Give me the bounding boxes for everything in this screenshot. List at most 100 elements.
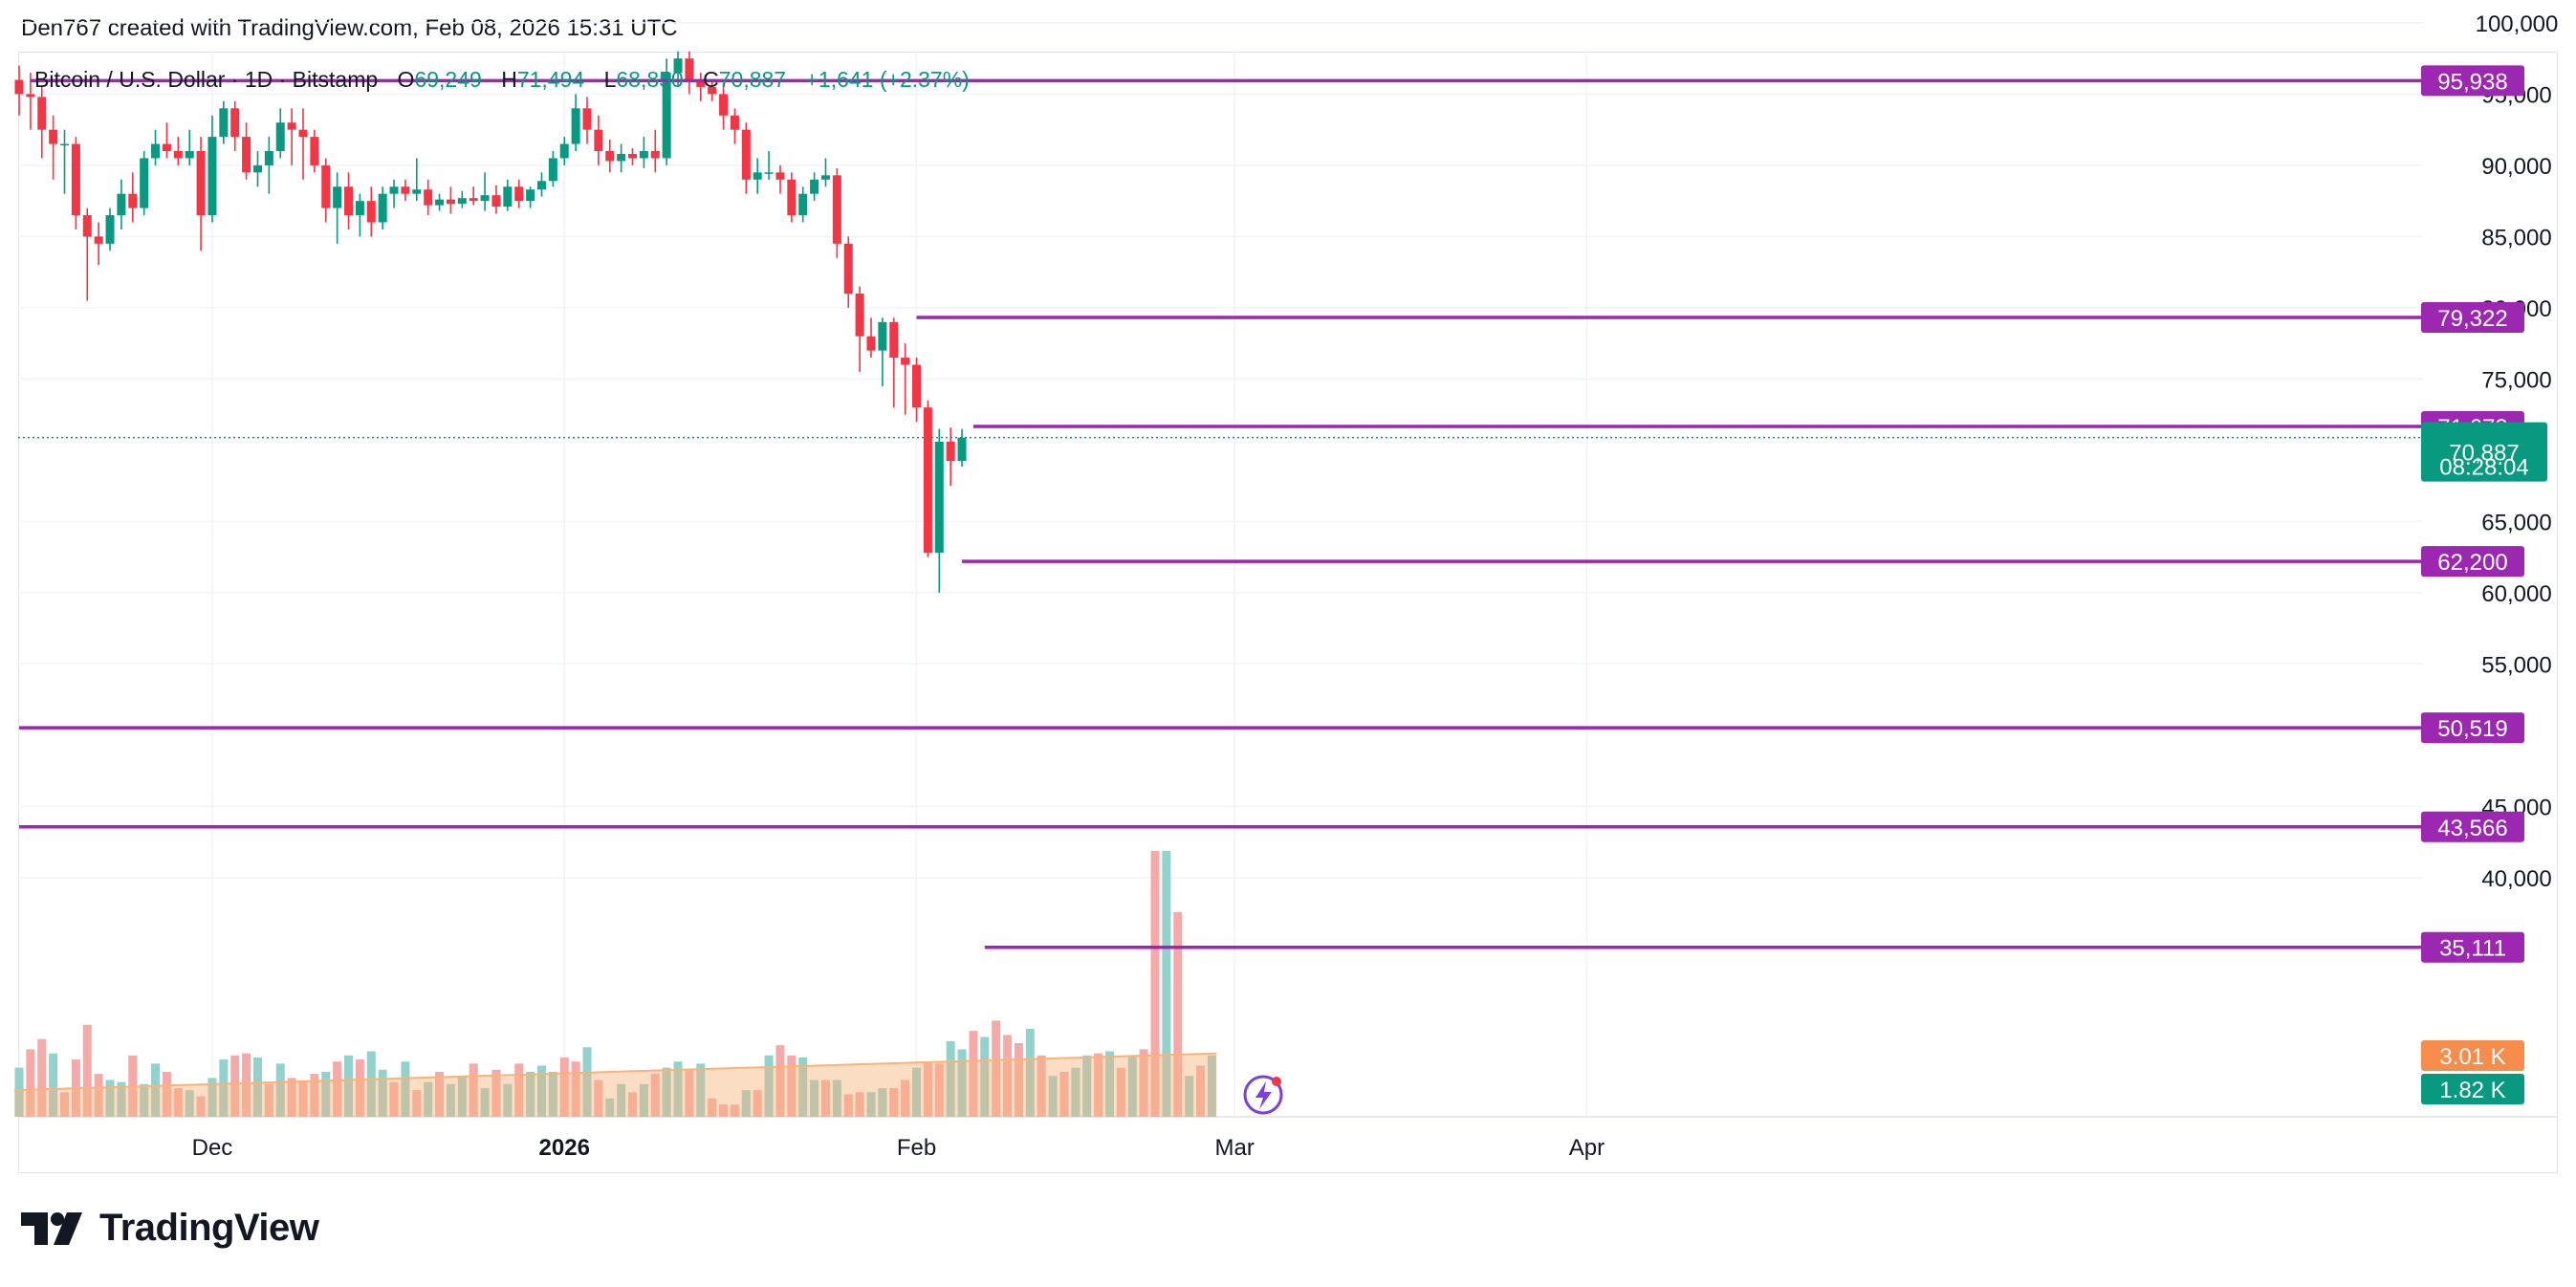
volume-bar [1185,1076,1194,1117]
tradingview-logo-icon [21,1211,82,1245]
volume-bar [1173,912,1183,1117]
level-price-label-bg [2421,302,2524,334]
symbol-title[interactable]: Bitcoin / U.S. Dollar · 1D · Bitstamp [34,67,379,92]
candle-body [207,137,217,216]
volume-bar [514,1063,524,1117]
volume-bar [639,1083,648,1117]
high-value: 71,494 [516,67,585,92]
volume-bar [503,1083,513,1117]
last-price-label: 70,887 [2449,441,2519,467]
volume-bar [401,1061,410,1117]
level-price-label: 50,519 [2437,716,2507,742]
volume-bar [412,1090,422,1117]
candle-body [617,153,626,162]
volume-bar [708,1098,717,1117]
volume-bar [457,1076,467,1117]
candle-body [264,151,273,165]
time-tick-label: Apr [1569,1135,1605,1161]
volume-bar [594,1080,603,1117]
volume-bar [469,1063,478,1117]
volume-ma-area [14,1053,1217,1117]
volume-bar [969,1031,978,1117]
candle-body [94,236,103,244]
volume-bar [1071,1067,1081,1117]
level-price-label: 43,566 [2437,816,2507,841]
candle-body [503,186,513,207]
candle-body [662,73,671,159]
ai-icon[interactable] [1243,1075,1283,1115]
candle-body [571,108,580,144]
candle-body [82,215,92,237]
low-value: 68,850 [616,67,684,92]
volume-bar [946,1040,955,1117]
volume-bars [14,850,1216,1117]
chart-credit: Den767 created with TradingView.com, Feb… [21,15,678,41]
volume-bar [207,1078,217,1117]
volume-bar [321,1071,331,1117]
volume-bar [1025,1028,1035,1117]
price-chart[interactable]: 105,000100,00095,00090,00085,00080,00075… [0,0,2576,1176]
volume-bar [1059,1071,1069,1117]
candle-body [242,137,251,173]
grid-lines [18,22,2558,1118]
candle-body [775,172,785,180]
candlesticks[interactable] [14,51,967,593]
volume-bar [787,1055,797,1117]
volume-bar [719,1104,729,1117]
candle-body [60,143,70,146]
volume-bar [49,1053,58,1117]
candle-body [628,153,638,159]
candle-body [446,199,455,205]
volume-bar [901,1080,910,1117]
time-axis[interactable]: Dec 2026 Feb Mar Apr [192,1135,1605,1161]
volume-bar [389,1081,399,1117]
candle-body [424,189,433,206]
volume-bar [378,1069,387,1117]
price-tick-label: 55,000 [2481,652,2551,678]
candle-body [946,441,955,462]
volume-bar [912,1067,922,1117]
candle-body [843,243,853,294]
candle-body [230,108,240,138]
chart-frame [18,52,2558,1173]
volume-bar [140,1083,149,1117]
volume-bar [480,1088,490,1117]
volume-ma-line [13,1052,1217,1092]
candle-body [469,198,478,202]
candle-body [889,321,899,359]
volume-bar [1196,1065,1206,1117]
volume-bar [617,1083,626,1117]
candle-body [298,129,308,138]
volume-bar [1207,1055,1216,1117]
volume-bar [1150,850,1160,1117]
volume-bar [82,1024,92,1117]
volume-ma-value-label: 3.01 K [2439,1044,2505,1070]
support-resistance-levels[interactable] [19,78,2423,949]
volume-bar [1104,1051,1114,1117]
volume-bar [878,1088,887,1117]
candle-body [764,172,774,174]
volume-bar [173,1088,183,1117]
tradingview-logo[interactable]: TradingView [21,1207,319,1250]
candle-body [480,195,490,202]
candle-body [548,158,557,182]
volume-bar [355,1059,364,1117]
volume-bar [571,1061,580,1117]
volume-value-label-bg [2421,1074,2524,1104]
volume-bar [310,1074,319,1117]
time-tick-label: Mar [1214,1135,1254,1161]
volume-bar [662,1067,671,1117]
volume-value-label: 1.82 K [2439,1078,2505,1103]
volume-bar [889,1088,899,1117]
volume-bar [1139,1049,1148,1117]
candle-body [196,151,206,216]
volume-bar [866,1092,876,1117]
volume-bar [435,1071,445,1117]
volume-bar [798,1057,808,1117]
close-value: 70,887 [718,67,787,92]
volume-bar [775,1045,785,1117]
volume-bar [992,1020,1001,1117]
price-axis[interactable]: 105,000100,00095,00090,00085,00080,00075… [2476,0,2559,892]
candle-body [173,151,183,159]
candle-body [878,321,887,351]
